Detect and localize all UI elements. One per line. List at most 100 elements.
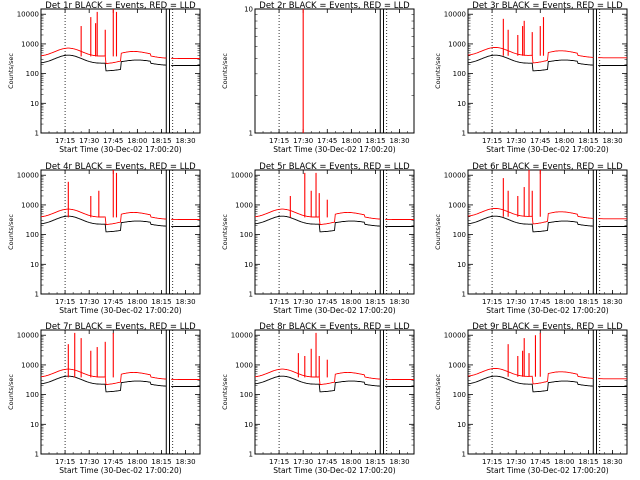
x-tick-label: 18:30 <box>602 298 622 306</box>
y-tick-label: 1000 <box>448 201 466 209</box>
lld-series-line <box>467 368 627 385</box>
lld-series-line <box>254 208 414 226</box>
x-axis-label: Start Time (30-Dec-02 17:00:20) <box>273 306 395 315</box>
y-tick-label: 10000 <box>444 332 466 340</box>
y-tick-label: 1 <box>462 291 466 299</box>
detector-panel-7: Det 7r BLACK = Events, RED = LLD 17:15 17:… <box>7 322 201 475</box>
panel-title: Det 5r BLACK = Events, RED = LLD <box>259 162 410 172</box>
x-tick-label: 17:15 <box>482 298 502 306</box>
plot-frame <box>467 8 628 134</box>
x-tick-label: 18:15 <box>578 137 598 145</box>
y-tick-label: 1 <box>35 451 39 459</box>
plot-frame <box>40 329 201 455</box>
x-tick-label: 17:45 <box>530 458 550 466</box>
x-tick-label: 17:30 <box>293 458 313 466</box>
x-tick-label: 17:30 <box>79 137 99 145</box>
panel-title: Det 6r BLACK = Events, RED = LLD <box>472 162 623 172</box>
events-series-line <box>40 54 200 72</box>
detector-panel-5: Det 5r BLACK = Events, RED = LLD 17:15 17:… <box>221 162 415 315</box>
x-tick-label: 17:15 <box>269 298 289 306</box>
y-axis-label: Counts/sec <box>434 214 442 250</box>
x-tick-label: 17:30 <box>506 137 526 145</box>
x-tick-label: 18:15 <box>365 298 385 306</box>
y-tick-label: 1000 <box>235 361 253 369</box>
y-tick-label: 1000 <box>21 201 39 209</box>
y-tick-label: 100 <box>240 391 253 399</box>
y-tick-label: 100 <box>453 70 466 78</box>
y-tick-label: 100 <box>26 231 39 239</box>
y-tick-label: 1000 <box>235 201 253 209</box>
x-tick-label: 17:15 <box>55 298 75 306</box>
x-tick-label: 18:00 <box>127 298 147 306</box>
detector-panel-9: Det 9r BLACK = Events, RED = LLD 17:15 17:… <box>434 322 628 475</box>
x-axis-label: Start Time (30-Dec-02 17:00:20) <box>59 306 181 315</box>
y-tick-label: 1 <box>249 291 253 299</box>
y-axis-label: Counts/sec <box>221 214 229 250</box>
y-tick-label: 10 <box>457 421 466 429</box>
plot-frame <box>40 169 201 295</box>
x-tick-label: 17:30 <box>293 137 313 145</box>
x-tick-label: 18:30 <box>389 137 409 145</box>
x-tick-label: 18:30 <box>389 298 409 306</box>
y-tick-label: 10 <box>30 261 39 269</box>
x-axis-label: Start Time (30-Dec-02 17:00:20) <box>486 466 608 475</box>
y-tick-label: 1000 <box>21 40 39 48</box>
x-tick-label: 17:45 <box>317 137 337 145</box>
x-axis-label: Start Time (30-Dec-02 17:00:20) <box>59 466 181 475</box>
x-tick-label: 18:15 <box>151 298 171 306</box>
y-axis-label: Counts/sec <box>7 53 15 89</box>
x-axis-label: Start Time (30-Dec-02 17:00:20) <box>59 145 181 154</box>
y-tick-label: 10 <box>244 261 253 269</box>
detector-panel-6: Det 6r BLACK = Events, RED = LLD 17:15 17:… <box>434 162 628 315</box>
x-tick-label: 17:30 <box>506 298 526 306</box>
y-axis-label: Counts/sec <box>221 53 229 89</box>
x-axis-label: Start Time (30-Dec-02 17:00:20) <box>486 306 608 315</box>
x-tick-label: 18:15 <box>151 137 171 145</box>
y-tick-label: 10 <box>457 100 466 108</box>
panel-title: Det 7r BLACK = Events, RED = LLD <box>45 322 196 332</box>
plot-frame <box>40 8 201 134</box>
plot-frame <box>254 169 415 295</box>
x-tick-label: 17:45 <box>530 137 550 145</box>
y-tick-label: 10 <box>244 6 253 14</box>
lld-series-line <box>40 208 200 226</box>
panel-title: Det 9r BLACK = Events, RED = LLD <box>472 322 623 332</box>
x-tick-label: 17:45 <box>103 137 123 145</box>
y-tick-label: 100 <box>240 231 253 239</box>
panel-title: Det 4r BLACK = Events, RED = LLD <box>45 162 196 172</box>
x-tick-label: 17:15 <box>55 137 75 145</box>
x-axis-label: Start Time (30-Dec-02 17:00:20) <box>273 466 395 475</box>
detector-panel-8: Det 8r BLACK = Events, RED = LLD 17:15 17:… <box>221 322 415 475</box>
y-tick-label: 10 <box>30 421 39 429</box>
y-tick-label: 100 <box>26 391 39 399</box>
y-axis-label: Counts/sec <box>7 214 15 250</box>
plot-frame <box>254 8 415 134</box>
y-tick-label: 100 <box>453 391 466 399</box>
y-tick-label: 1 <box>462 130 466 138</box>
events-series-line <box>40 215 200 233</box>
x-tick-label: 17:15 <box>269 458 289 466</box>
lld-series-line <box>467 47 627 64</box>
y-axis-label: Counts/sec <box>434 374 442 410</box>
panel-title: Det 3r BLACK = Events, RED = LLD <box>472 1 623 11</box>
x-tick-label: 17:30 <box>293 298 313 306</box>
x-tick-label: 18:00 <box>341 298 361 306</box>
plot-frame <box>467 329 628 455</box>
y-axis-label: Counts/sec <box>221 374 229 410</box>
x-tick-label: 17:30 <box>79 458 99 466</box>
x-tick-label: 18:15 <box>578 298 598 306</box>
x-tick-label: 18:30 <box>175 137 195 145</box>
y-tick-label: 1000 <box>448 361 466 369</box>
y-tick-label: 10000 <box>17 172 39 180</box>
y-tick-label: 100 <box>26 70 39 78</box>
y-tick-label: 1 <box>249 451 253 459</box>
panel-title: Det 1r BLACK = Events, RED = LLD <box>45 1 196 11</box>
x-tick-label: 18:00 <box>127 458 147 466</box>
x-axis-label: Start Time (30-Dec-02 17:00:20) <box>273 145 395 154</box>
x-tick-label: 17:30 <box>506 458 526 466</box>
x-tick-label: 18:15 <box>365 458 385 466</box>
detector-panel-4: Det 4r BLACK = Events, RED = LLD 17:15 17:… <box>7 162 201 315</box>
lld-series-line <box>467 208 627 225</box>
panel-title: Det 2r BLACK = Events, RED = LLD <box>259 1 410 11</box>
